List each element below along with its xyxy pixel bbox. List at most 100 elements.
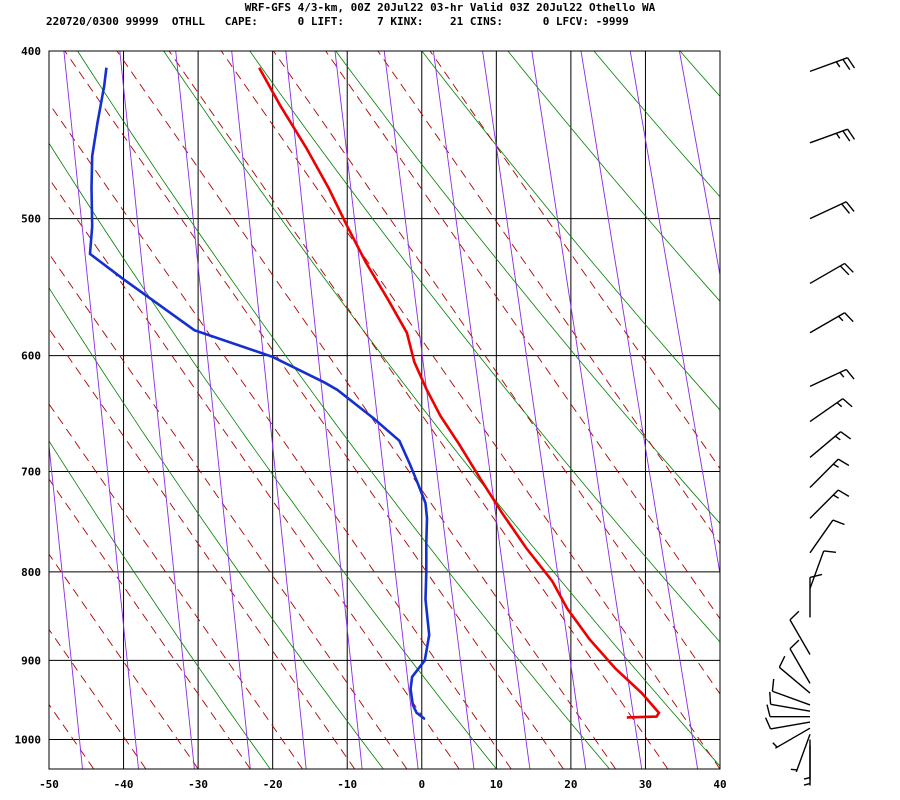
dry-adiabat: [766, 51, 900, 769]
wind-barb: [809, 312, 854, 334]
barb-feather: [844, 262, 854, 273]
moist-adiabat: [49, 441, 83, 769]
moist-adiabat: [678, 51, 720, 278]
barb-staff: [770, 703, 811, 712]
barb-feather: [845, 369, 855, 380]
barb-staff: [809, 489, 839, 519]
wind-barbs: [764, 57, 856, 786]
barb-staff: [809, 368, 847, 387]
barb-staff: [795, 734, 811, 773]
barb-feather: [837, 458, 850, 467]
dry-adiabat: [421, 51, 720, 411]
moist-adiabat: [383, 51, 475, 769]
barb-feather: [845, 201, 855, 212]
barb-half-feather: [835, 132, 841, 139]
y-tick-label: 800: [21, 566, 41, 579]
barb-half-feather: [835, 61, 841, 68]
dry-adiabat: [249, 51, 720, 643]
wind-barb: [789, 639, 811, 684]
x-tick-label: -20: [263, 778, 283, 791]
barb-feather: [847, 57, 856, 69]
x-tick-label: 10: [490, 778, 503, 791]
barb-staff: [809, 312, 845, 334]
barb-staff: [775, 727, 811, 749]
barb-feather: [839, 265, 850, 276]
barb-staff: [809, 431, 842, 458]
moist-adiabat: [432, 51, 531, 769]
barb-half-feather: [790, 768, 798, 771]
moist-adiabat: [63, 51, 139, 769]
y-axis-ticks: 400 500 600 700 800 900 1000: [15, 45, 42, 747]
barb-feather: [842, 398, 853, 408]
y-tick-label: 1000: [15, 734, 42, 747]
grid-lines: [49, 51, 720, 769]
barb-staff: [789, 619, 811, 655]
moist-adiabat: [119, 51, 195, 769]
mixing-ratio-line: [220, 51, 720, 769]
x-tick-label: 40: [713, 778, 726, 791]
mixing-ratio-line: [168, 51, 669, 769]
barb-feather: [842, 130, 851, 142]
barb-staff: [778, 666, 811, 694]
moist-adiabat: [231, 51, 307, 769]
mixing-ratio-line: [49, 328, 356, 769]
barb-staff: [809, 398, 844, 423]
x-tick-label: -50: [39, 778, 59, 791]
wind-barb: [769, 691, 811, 712]
reference-lines: [49, 51, 900, 769]
barb-half-feather: [832, 463, 839, 468]
barb-feather: [809, 573, 823, 579]
mixing-ratio-line: [64, 51, 564, 769]
wind-barb: [809, 262, 854, 285]
barb-feather: [778, 655, 786, 668]
barb-staff: [809, 550, 825, 589]
wind-barb: [790, 734, 811, 773]
dry-adiabat: [49, 440, 271, 769]
barb-staff: [809, 458, 839, 488]
barb-half-feather: [803, 776, 811, 780]
wind-barb: [809, 368, 855, 387]
y-tick-label: 400: [21, 45, 41, 58]
wind-barb: [803, 739, 811, 780]
dry-adiabat: [49, 287, 384, 769]
mixing-ratio-line: [49, 403, 303, 769]
mixing-ratio-line: [325, 51, 720, 620]
wind-barb: [809, 573, 823, 618]
y-tick-label: 500: [21, 213, 41, 226]
x-tick-label: 0: [418, 778, 425, 791]
temperature-trace: [258, 67, 661, 719]
x-tick-label: 20: [564, 778, 577, 791]
mixing-ratio-line: [49, 102, 512, 769]
barb-feather: [841, 203, 851, 214]
y-tick-label: 900: [21, 654, 41, 667]
mixing-ratio-line: [273, 51, 720, 695]
barb-staff: [809, 262, 845, 285]
barb-half-feather: [832, 494, 839, 499]
barb-feather: [837, 489, 850, 498]
x-tick-label: -10: [337, 778, 357, 791]
wind-barb: [764, 717, 811, 730]
wind-barb: [778, 655, 811, 694]
barb-staff: [809, 201, 847, 220]
wind-barb: [809, 57, 856, 73]
barb-staff: [789, 648, 811, 684]
barb-half-feather: [772, 742, 778, 748]
barb-feather: [844, 312, 854, 323]
barb-staff: [809, 519, 834, 554]
plot-background: [49, 51, 720, 769]
barb-feather: [771, 678, 775, 692]
x-tick-label: -30: [188, 778, 208, 791]
chart-title: WRF-GFS 4/3-km, 00Z 20Jul22 03-hr Valid …: [244, 1, 656, 14]
wind-barb: [809, 128, 856, 144]
wind-barb: [771, 678, 811, 706]
moist-adiabat: [580, 51, 699, 769]
barb-half-feather: [834, 435, 841, 441]
barb-half-feather: [839, 371, 845, 378]
barb-feather: [769, 691, 772, 705]
barb-feather: [832, 519, 845, 526]
barb-feather: [847, 128, 856, 140]
wind-barb: [789, 610, 811, 655]
wind-barb: [809, 398, 853, 423]
mixing-ratio-line: [49, 478, 251, 769]
